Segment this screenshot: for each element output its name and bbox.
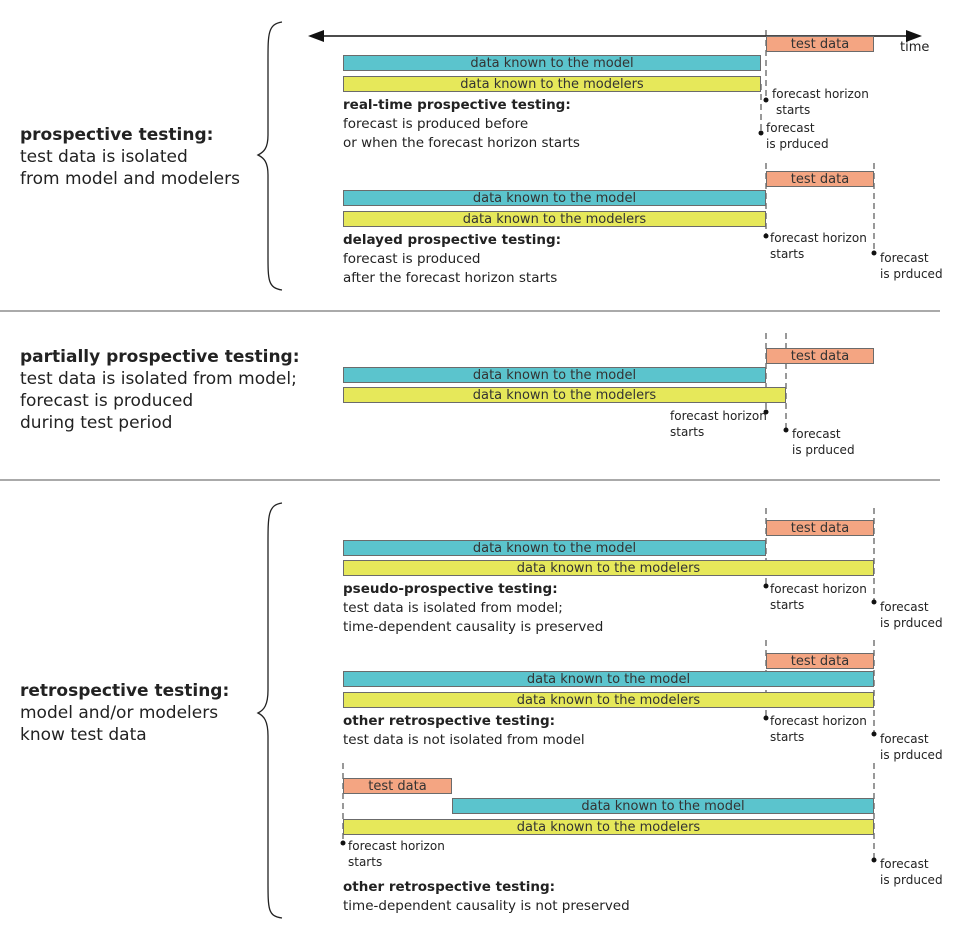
marker-text: forecast horizon (670, 409, 767, 423)
marker-text: starts (770, 247, 805, 261)
marker-text: forecast (766, 121, 815, 135)
section-prospective: prospective testing: test data is isolat… (20, 124, 240, 190)
section-prospective-line: from model and modelers (20, 169, 240, 189)
section-retrospective-line: know test data (20, 725, 147, 745)
scenario-other-1: other retrospective testing: test data i… (343, 712, 585, 750)
test-data-bar: test data (766, 520, 874, 536)
section-retrospective: retrospective testing: model and/or mode… (20, 680, 229, 746)
scenario-realtime: real-time prospective testing: forecast … (343, 96, 580, 153)
section-partial-line: during test period (20, 413, 173, 433)
marker-text: forecast (880, 600, 929, 614)
marker-text: forecast (880, 857, 929, 871)
test-data-bar: test data (343, 778, 452, 794)
model-data-bar: data known to the model (343, 671, 874, 687)
forecast-horizon-label: forecast horizon starts (772, 86, 869, 118)
scenario-title: delayed prospective testing: (343, 232, 562, 248)
marker-text: starts (776, 103, 811, 117)
forecast-produced-label: forecast is prduced (880, 731, 943, 763)
marker-text: forecast horizon (770, 231, 867, 245)
test-data-bar: test data (766, 653, 874, 669)
modelers-data-bar: data known to the modelers (343, 387, 786, 403)
marker-text: forecast (880, 732, 929, 746)
modelers-data-bar: data known to the modelers (343, 819, 874, 835)
section-retrospective-title: retrospective testing: (20, 681, 230, 701)
section-prospective-title: prospective testing: (20, 125, 214, 145)
marker-text: is prduced (880, 267, 943, 281)
test-data-bar: test data (766, 36, 874, 52)
scenario-title: pseudo-prospective testing: (343, 581, 558, 597)
marker-text: is prduced (766, 137, 829, 151)
marker-text: forecast (880, 251, 929, 265)
model-data-bar: data known to the model (452, 798, 874, 814)
marker-text: starts (770, 730, 805, 744)
marker-text: forecast horizon (348, 839, 445, 853)
model-data-bar: data known to the model (343, 55, 761, 71)
modelers-data-bar: data known to the modelers (343, 560, 874, 576)
forecast-produced-label: forecast is prduced (792, 426, 855, 458)
time-label: time (900, 40, 930, 55)
scenario-delayed: delayed prospective testing: forecast is… (343, 231, 561, 288)
modelers-data-bar: data known to the modelers (343, 211, 766, 227)
scenario-other-2: other retrospective testing: time-depend… (343, 878, 630, 916)
section-partial-line: test data is isolated from model; (20, 369, 297, 389)
scenario-line: or when the forecast horizon starts (343, 135, 580, 151)
scenario-line: forecast is produced before (343, 116, 529, 132)
modelers-data-bar: data known to the modelers (343, 692, 874, 708)
marker-text: forecast horizon (770, 714, 867, 728)
scenario-line: test data is isolated from model; (343, 600, 563, 616)
scenario-line: after the forecast horizon starts (343, 270, 558, 286)
test-data-bar: test data (766, 348, 874, 364)
modelers-data-bar: data known to the modelers (343, 76, 761, 92)
marker-text: forecast horizon (772, 87, 869, 101)
scenario-line: time-dependent causality is not preserve… (343, 898, 630, 914)
model-data-bar: data known to the model (343, 367, 766, 383)
section-partial: partially prospective testing: test data… (20, 346, 300, 434)
model-data-bar: data known to the model (343, 190, 766, 206)
marker-text: starts (348, 855, 383, 869)
scenario-line: forecast is produced (343, 251, 481, 267)
forecast-produced-label: forecast is prduced (880, 856, 943, 888)
model-data-bar: data known to the model (343, 540, 766, 556)
marker-text: starts (670, 425, 705, 439)
forecast-produced-label: forecast is prduced (880, 599, 943, 631)
marker-text: forecast horizon (770, 582, 867, 596)
section-prospective-line: test data is isolated (20, 147, 188, 167)
scenario-title: real-time prospective testing: (343, 97, 571, 113)
test-data-bar: test data (766, 171, 874, 187)
scenario-pseudo: pseudo-prospective testing: test data is… (343, 580, 603, 637)
scenario-title: other retrospective testing: (343, 879, 556, 895)
forecast-horizon-label: forecast horizon starts (770, 230, 867, 262)
marker-text: is prduced (880, 873, 943, 887)
scenario-title: other retrospective testing: (343, 713, 556, 729)
forecast-horizon-label: forecast horizon starts (348, 838, 445, 870)
marker-text: forecast (792, 427, 841, 441)
section-partial-line: forecast is produced (20, 391, 194, 411)
forecast-horizon-label: forecast horizon starts (670, 408, 767, 440)
forecast-horizon-label: forecast horizon starts (770, 581, 867, 613)
scenario-line: time-dependent causality is preserved (343, 619, 604, 635)
forecast-produced-label: forecast is prduced (766, 120, 829, 152)
forecast-horizon-label: forecast horizon starts (770, 713, 867, 745)
marker-text: is prduced (792, 443, 855, 457)
scenario-line: test data is not isolated from model (343, 732, 585, 748)
brace-retrospective (256, 502, 283, 919)
marker-text: is prduced (880, 616, 943, 630)
section-partial-title: partially prospective testing: (20, 347, 300, 367)
brace-prospective (256, 21, 283, 291)
section-retrospective-line: model and/or modelers (20, 703, 219, 723)
marker-text: is prduced (880, 748, 943, 762)
marker-text: starts (770, 598, 805, 612)
forecast-produced-label: forecast is prduced (880, 250, 943, 282)
marker-dots (340, 97, 877, 863)
